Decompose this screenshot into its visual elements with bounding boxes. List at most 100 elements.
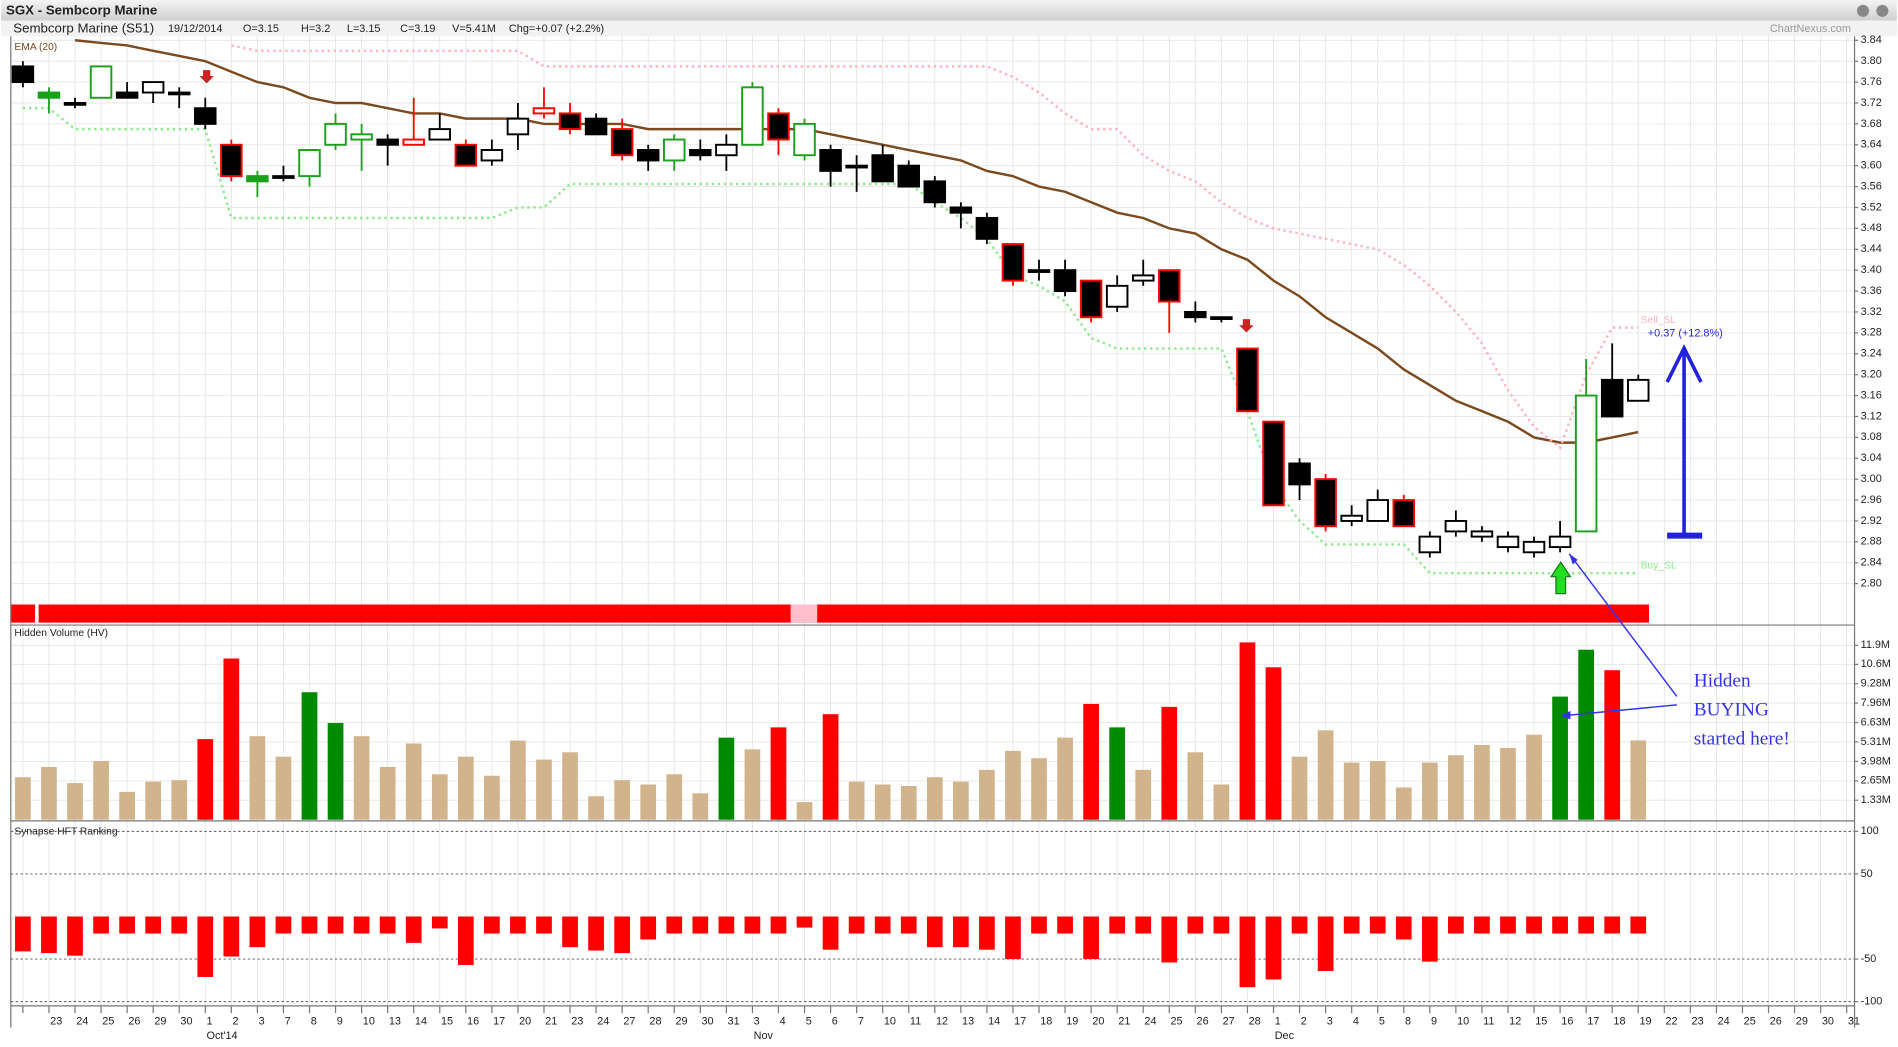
- date: 19/12/2014: [168, 23, 222, 35]
- bar: [744, 916, 761, 934]
- sell-signal-arrow: [1239, 319, 1254, 333]
- y-tick-label: 3.48: [1861, 222, 1882, 234]
- bar: [119, 791, 135, 820]
- candle-body: [272, 175, 295, 179]
- bar: [405, 916, 422, 943]
- y-tick-label: 2.80: [1861, 578, 1882, 590]
- candle-body: [324, 122, 347, 146]
- x-tick-label: 24: [1718, 1015, 1730, 1027]
- x-tick-label: 3: [259, 1015, 265, 1027]
- y-tick-label: 3.12: [1861, 410, 1882, 422]
- open: O=3.15: [243, 23, 279, 35]
- bar: [405, 743, 422, 820]
- candle-body: [793, 122, 816, 157]
- candle-body: [975, 216, 999, 240]
- x-tick-label: 25: [1170, 1015, 1182, 1027]
- bar: [1552, 696, 1568, 820]
- y-tick-label: 50: [1861, 868, 1873, 880]
- candle-body: [141, 81, 165, 94]
- candle-body: [506, 117, 530, 136]
- candle-body: [1522, 540, 1546, 554]
- y-tick-label: 9.28M: [1861, 678, 1891, 690]
- bar: [197, 739, 214, 820]
- bar: [900, 786, 917, 820]
- signal-strip: [10, 604, 1650, 623]
- bar: [1031, 916, 1047, 934]
- candle-body: [1184, 310, 1207, 319]
- x-tick-label: 14: [415, 1015, 427, 1027]
- bar: [1135, 916, 1152, 934]
- candle-body: [1600, 378, 1624, 418]
- bar: [1161, 916, 1178, 963]
- x-tick-label: 19: [1639, 1015, 1651, 1027]
- x-tick-label: 10: [1457, 1015, 1469, 1027]
- candle-body: [610, 128, 634, 157]
- bar: [796, 802, 813, 820]
- x-tick-label: 23: [1692, 1015, 1704, 1027]
- bar: [484, 916, 500, 934]
- bar: [1239, 642, 1256, 820]
- source: ChartNexus.com: [1770, 23, 1851, 35]
- x-tick-label: 10: [884, 1015, 896, 1027]
- bar: [1161, 706, 1178, 820]
- x-tick-label: 1: [206, 1015, 212, 1027]
- callout-head: [1569, 553, 1578, 565]
- x-tick-label: 2: [1301, 1015, 1307, 1027]
- x-tick-label: 29: [154, 1015, 166, 1027]
- bar: [874, 916, 891, 934]
- candle-body: [949, 206, 973, 214]
- close-button[interactable]: [1876, 4, 1889, 17]
- bar: [1500, 747, 1516, 820]
- low: L=3.15: [347, 23, 381, 35]
- x-tick-label: 30: [180, 1015, 192, 1027]
- candle-body: [532, 107, 556, 115]
- y-tick-label: 3.68: [1861, 118, 1882, 130]
- candle-body: [558, 112, 582, 131]
- x-tick-label: 21: [545, 1015, 557, 1027]
- y-tick-label: 3.00: [1861, 473, 1882, 485]
- bar: [1526, 916, 1542, 934]
- bar: [900, 916, 917, 934]
- candle-body: [1105, 284, 1129, 308]
- x-tick-label: 18: [1613, 1015, 1625, 1027]
- sell-signal-arrow: [199, 70, 214, 84]
- bar: [1474, 744, 1490, 820]
- bar: [640, 916, 657, 940]
- bar: [640, 784, 657, 820]
- bar: [15, 916, 31, 952]
- bar: [874, 784, 891, 820]
- candle-body: [402, 138, 425, 146]
- y-tick-label: 11.9M: [1861, 639, 1890, 651]
- y-tick-label: 3.60: [1861, 160, 1882, 172]
- x-tick-label: 24: [1144, 1015, 1156, 1027]
- y-tick-label: 5.31M: [1861, 736, 1891, 748]
- bar: [770, 916, 787, 934]
- bar: [614, 780, 631, 820]
- bar: [796, 916, 813, 928]
- callout-head: [1560, 710, 1571, 720]
- candle-body: [1366, 499, 1389, 522]
- candle-body: [819, 149, 842, 172]
- bar: [327, 722, 344, 820]
- bar: [562, 752, 578, 820]
- bar: [1291, 916, 1308, 934]
- bar: [93, 916, 109, 934]
- x-tick-label: 9: [1431, 1015, 1437, 1027]
- y-tick-label: 3.28: [1861, 327, 1882, 339]
- y-tick-label: 7.96M: [1861, 697, 1891, 709]
- bar: [93, 761, 109, 820]
- bar: [1265, 916, 1282, 980]
- bar: [275, 916, 292, 934]
- candle-body: [845, 164, 868, 169]
- stock-name: Sembcorp Marine (S51): [13, 21, 154, 36]
- bar: [926, 916, 943, 948]
- y-tick-label: 3.20: [1861, 369, 1882, 381]
- y-tick-label: 3.80: [1861, 55, 1882, 67]
- bar: [692, 916, 709, 934]
- y-tick-label: 3.32: [1861, 306, 1882, 318]
- x-tick-label: 13: [962, 1015, 974, 1027]
- panel-title: Synapse HFT Ranking: [14, 827, 117, 838]
- minimize-button[interactable]: [1856, 4, 1870, 17]
- candle-body: [1548, 535, 1572, 549]
- bar: [1395, 916, 1412, 940]
